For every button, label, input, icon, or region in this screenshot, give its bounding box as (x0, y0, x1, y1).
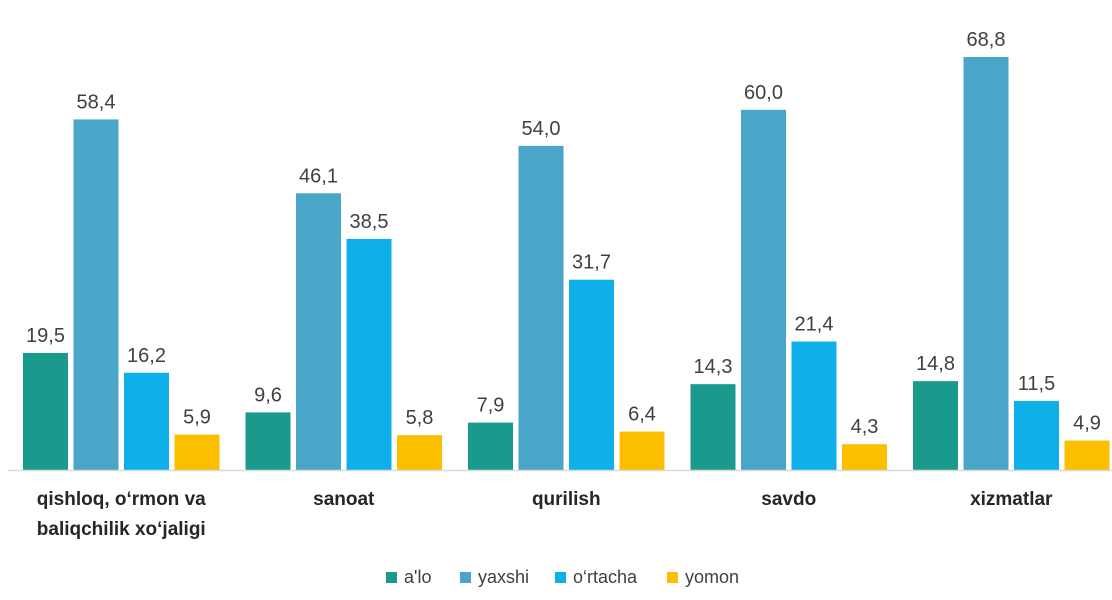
legend-item-yaxshi: yaxshi (460, 567, 529, 587)
data-label-a-lo-4: 14,8 (916, 353, 955, 375)
data-label-o-rtacha-1: 38,5 (350, 211, 389, 233)
bar-o-rtacha-4 (1014, 400, 1059, 470)
bar-yomon-4 (1064, 440, 1110, 470)
category-label-0-line-1: baliqchilik xo‘jaligi (37, 519, 206, 540)
data-label-a-lo-1: 9,6 (254, 384, 282, 406)
data-label-o-rtacha-0: 16,2 (127, 345, 166, 367)
category-label-0-line-0: qishloq, o‘rmon va (37, 489, 206, 510)
data-label-o-rtacha-4: 11,5 (1018, 373, 1055, 395)
bar-yaxshi-2 (518, 145, 564, 470)
bar-a-lo-0 (23, 352, 68, 470)
bar-a-lo-3 (690, 384, 736, 470)
data-label-yomon-3: 4,3 (851, 416, 879, 438)
category-labels-layer: qishloq, o‘rmon va baliqchilik xo‘jaligi s… (37, 489, 1053, 540)
legend-label-a-lo: a'lo (404, 567, 431, 587)
bar-o-rtacha-3 (791, 341, 837, 470)
value-labels-layer: 19,5 58,4 16,2 5,9 9,6 46,1 38,5 5,8 7,9 54,0 31,7… (26, 29, 1101, 438)
data-label-a-lo-0: 19,5 (26, 325, 65, 347)
legend-swatch-o-rtacha (555, 572, 566, 583)
legend-label-o-rtacha: o‘rtacha (573, 567, 638, 587)
legend-swatch-yaxshi (460, 572, 471, 583)
legend-item-o-rtacha: o‘rtacha (555, 567, 638, 587)
legend-item-a-lo: a'lo (386, 567, 431, 587)
legend-swatch-yomon (667, 572, 678, 583)
bar-a-lo-4 (913, 381, 958, 470)
bar-o-rtacha-0 (124, 372, 169, 470)
bar-yaxshi-1 (296, 193, 341, 470)
category-label-2-line-0: qurilish (532, 489, 601, 510)
bar-o-rtacha-1 (346, 238, 392, 470)
category-label-4-line-0: xizmatlar (970, 489, 1053, 510)
bar-yaxshi-0 (73, 119, 119, 470)
legend-label-yaxshi: yaxshi (478, 567, 529, 587)
legend-item-yomon: yomon (667, 567, 739, 587)
bar-yomon-1 (397, 435, 442, 470)
bar-yomon-3 (842, 444, 887, 470)
bar-yomon-0 (174, 434, 220, 470)
legend: a'lo yaxshi o‘rtacha yomon (386, 567, 739, 587)
bars-layer (23, 57, 1110, 470)
data-label-yaxshi-3: 60,0 (744, 82, 783, 104)
data-label-yaxshi-4: 68,8 (967, 29, 1006, 51)
bar-yaxshi-3 (741, 109, 786, 470)
bar-a-lo-1 (245, 412, 291, 470)
bar-yomon-2 (619, 431, 665, 470)
bar-a-lo-2 (468, 422, 513, 470)
category-label-3-line-0: savdo (761, 489, 816, 510)
data-label-yomon-4: 4,9 (1073, 413, 1101, 435)
legend-swatch-a-lo (386, 572, 397, 583)
data-label-yaxshi-2: 54,0 (522, 118, 561, 140)
data-label-o-rtacha-3: 21,4 (795, 314, 834, 336)
data-label-yomon-1: 5,8 (406, 407, 434, 429)
data-label-yaxshi-1: 46,1 (299, 165, 338, 187)
data-label-o-rtacha-2: 31,7 (572, 252, 611, 274)
bar-yaxshi-4 (963, 57, 1009, 470)
data-label-a-lo-3: 14,3 (694, 356, 733, 378)
legend-label-yomon: yomon (685, 567, 739, 587)
data-label-yomon-0: 5,9 (183, 407, 211, 429)
bar-o-rtacha-2 (569, 279, 614, 470)
data-label-yomon-2: 6,4 (628, 404, 656, 426)
data-label-yaxshi-0: 58,4 (77, 91, 116, 113)
category-label-1-line-0: sanoat (313, 489, 375, 510)
data-label-a-lo-2: 7,9 (477, 395, 505, 417)
